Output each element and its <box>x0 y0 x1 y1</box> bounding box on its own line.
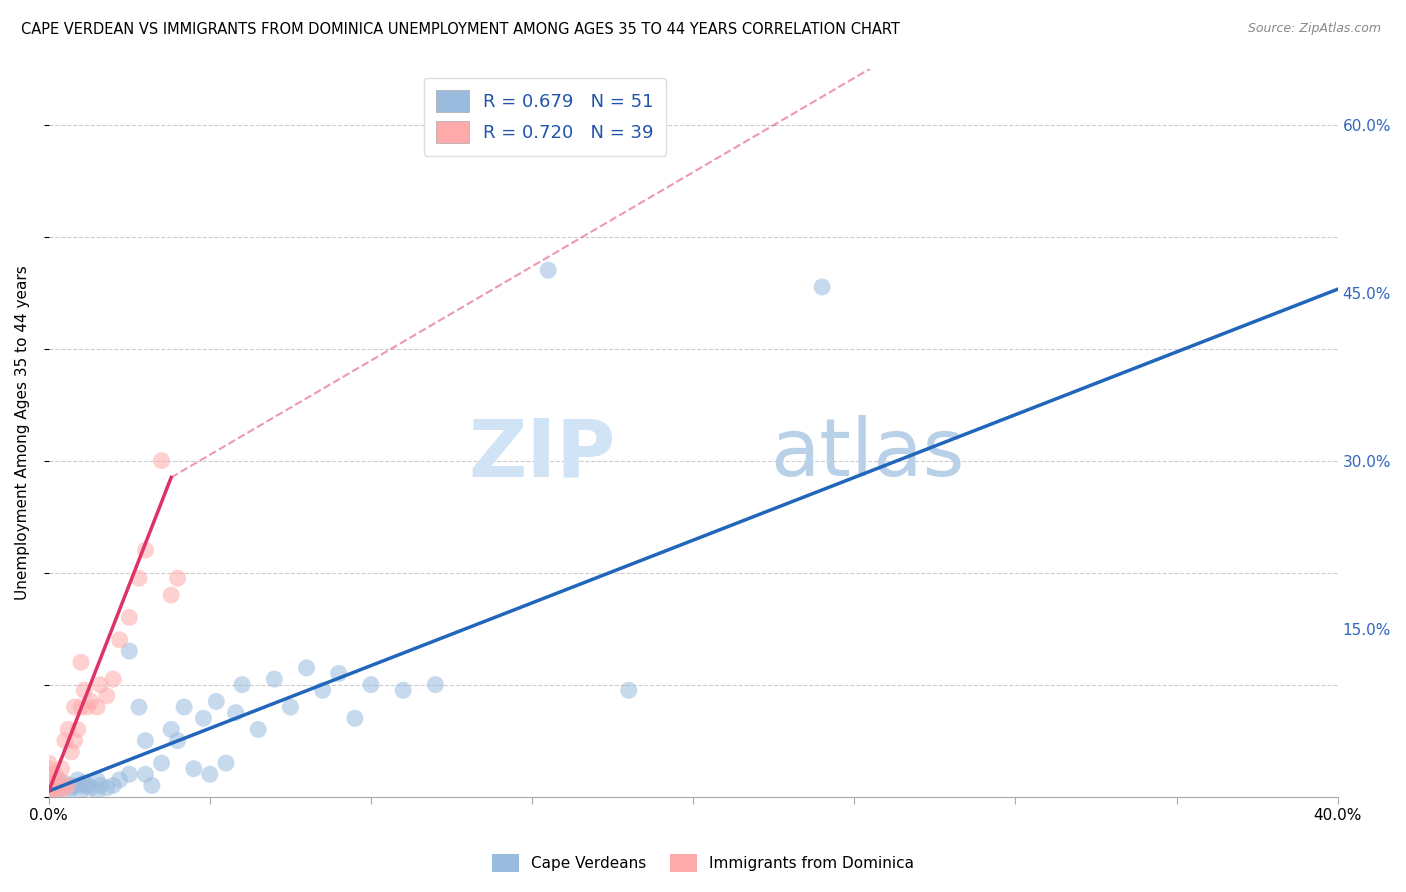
Y-axis label: Unemployment Among Ages 35 to 44 years: Unemployment Among Ages 35 to 44 years <box>15 265 30 600</box>
Point <box>38 772 60 787</box>
Point <box>86 772 108 787</box>
Text: CAPE VERDEAN VS IMMIGRANTS FROM DOMINICA UNEMPLOYMENT AMONG AGES 35 TO 44 YEARS : CAPE VERDEAN VS IMMIGRANTS FROM DOMINICA… <box>21 22 900 37</box>
Point <box>48 784 70 798</box>
Point <box>118 644 141 658</box>
Point <box>617 683 640 698</box>
Point <box>89 678 111 692</box>
Point <box>247 723 270 737</box>
Point <box>103 672 125 686</box>
Text: Source: ZipAtlas.com: Source: ZipAtlas.com <box>1247 22 1381 36</box>
Point <box>231 678 253 692</box>
Text: ZIP: ZIP <box>468 416 616 493</box>
Point <box>96 689 118 703</box>
Point <box>41 784 63 798</box>
Point <box>96 780 118 795</box>
Legend: R = 0.679   N = 51, R = 0.720   N = 39: R = 0.679 N = 51, R = 0.720 N = 39 <box>423 78 666 156</box>
Point <box>70 784 93 798</box>
Point <box>425 678 447 692</box>
Legend: Cape Verdeans, Immigrants from Dominica: Cape Verdeans, Immigrants from Dominica <box>484 846 922 880</box>
Point <box>38 788 60 802</box>
Text: atlas: atlas <box>770 416 965 493</box>
Point <box>60 780 83 795</box>
Point <box>53 776 76 790</box>
Point <box>128 571 150 585</box>
Point <box>60 745 83 759</box>
Point <box>166 571 188 585</box>
Point <box>38 762 60 776</box>
Point <box>38 779 60 793</box>
Point <box>48 772 70 787</box>
Point <box>41 776 63 790</box>
Point <box>86 784 108 798</box>
Point <box>134 543 156 558</box>
Point <box>360 678 382 692</box>
Point <box>56 723 79 737</box>
Point <box>51 762 73 776</box>
Point <box>73 776 96 790</box>
Point <box>76 779 98 793</box>
Point <box>108 772 131 787</box>
Point <box>56 784 79 798</box>
Point <box>537 263 560 277</box>
Point <box>173 700 195 714</box>
Point <box>70 655 93 669</box>
Point <box>205 694 228 708</box>
Point <box>38 756 60 770</box>
Point <box>183 762 205 776</box>
Point <box>280 700 302 714</box>
Point <box>160 588 183 602</box>
Point <box>128 700 150 714</box>
Point <box>44 780 66 795</box>
Point <box>63 733 86 747</box>
Point <box>79 780 101 795</box>
Point <box>198 767 221 781</box>
Point <box>38 779 60 793</box>
Point <box>73 683 96 698</box>
Point <box>86 700 108 714</box>
Point <box>193 711 215 725</box>
Point <box>66 723 89 737</box>
Point <box>89 779 111 793</box>
Point <box>44 767 66 781</box>
Point <box>108 632 131 647</box>
Point <box>166 733 188 747</box>
Point <box>311 683 333 698</box>
Point <box>118 767 141 781</box>
Point <box>48 780 70 795</box>
Point <box>53 780 76 795</box>
Point <box>79 694 101 708</box>
Point <box>225 706 247 720</box>
Point <box>150 756 173 770</box>
Point <box>263 672 285 686</box>
Point <box>343 711 366 725</box>
Point <box>38 767 60 781</box>
Point <box>295 661 318 675</box>
Point <box>38 784 60 798</box>
Point <box>392 683 415 698</box>
Point <box>141 779 163 793</box>
Point <box>160 723 183 737</box>
Point <box>215 756 238 770</box>
Point <box>76 700 98 714</box>
Point <box>53 733 76 747</box>
Point <box>66 772 89 787</box>
Point <box>103 779 125 793</box>
Point <box>70 779 93 793</box>
Point <box>70 700 93 714</box>
Point <box>44 784 66 798</box>
Point <box>63 700 86 714</box>
Point <box>118 610 141 624</box>
Point <box>38 780 60 795</box>
Point <box>150 453 173 467</box>
Point <box>63 779 86 793</box>
Point <box>134 733 156 747</box>
Point <box>328 666 350 681</box>
Point <box>56 779 79 793</box>
Point <box>811 280 834 294</box>
Point <box>38 784 60 798</box>
Point <box>134 767 156 781</box>
Point <box>51 779 73 793</box>
